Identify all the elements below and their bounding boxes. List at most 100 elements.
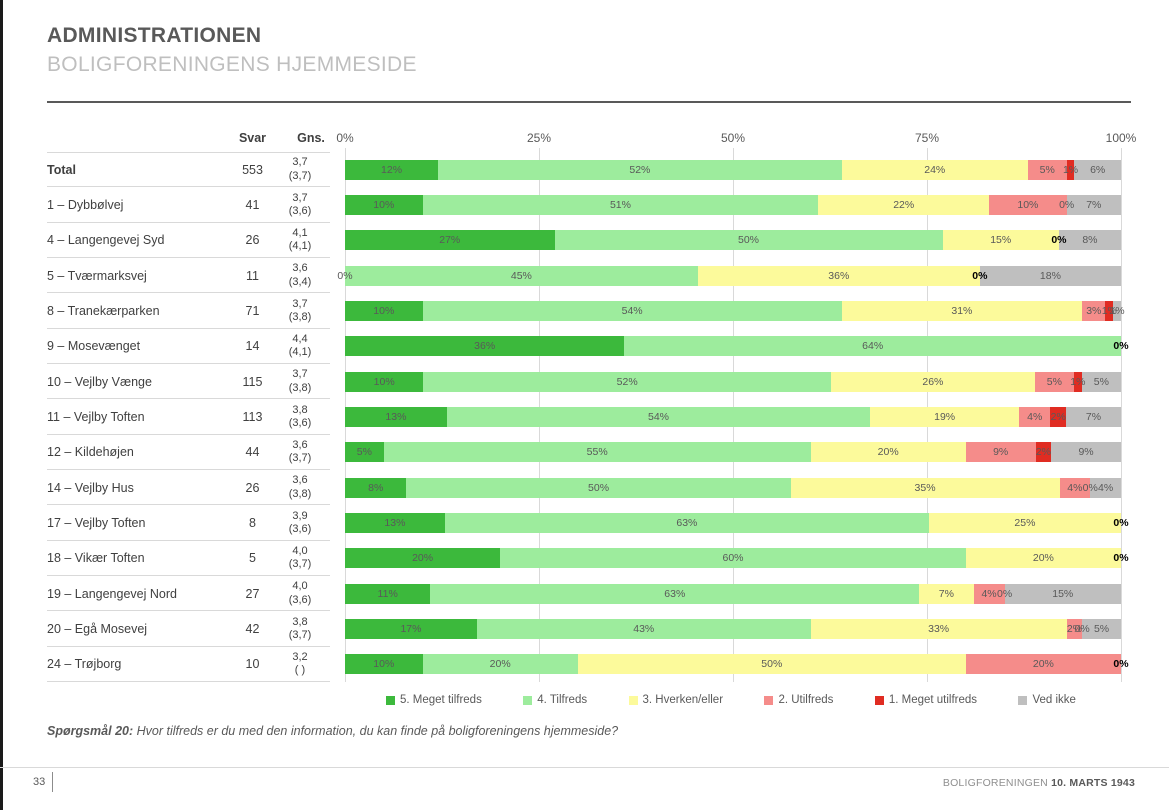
row-svar-count: 27 [245, 586, 260, 601]
row-label: 5 – Tværmarksvej [47, 268, 147, 283]
legend-label: Ved ikke [1032, 694, 1076, 706]
bar-segment-label: 2% [1035, 446, 1051, 459]
bar-segment-label: 5% [356, 446, 372, 459]
stacked-bar: 13% 54% 19% 4% 2% 7% [345, 406, 1121, 427]
bar-segment-label: 7% [1085, 410, 1102, 423]
bar-segment-label: 20% [877, 446, 899, 459]
page-subtitle: BOLIGFORENINGENS HJEMMESIDE [47, 53, 417, 76]
bar-segment-label: 4% [981, 587, 997, 600]
bar-segment-s2: 10% [989, 194, 1067, 215]
row-bar-area: 10% 20% 50% 20% 0% [345, 654, 1129, 675]
bar-segment-dk: 5% [1081, 371, 1121, 392]
stacked-bar: 20% 60% 20% 0% [345, 548, 1129, 569]
table-row: 19 – Langengevej Nord 27 4,0 (3,6) 11% 63% 7% 4… [47, 576, 1121, 612]
bar-segment-label: 0% [1113, 552, 1129, 565]
question-prefix: Spørgsmål 20: [47, 724, 134, 738]
row-gns-average: 3,8 (3,7) [288, 615, 312, 641]
row-svar-count: 8 [249, 515, 256, 530]
bar-segment-label: 5% [1093, 622, 1110, 635]
row-gns-average: 3,8 (3,6) [288, 403, 312, 429]
bar-segment-label: 2% [1066, 622, 1082, 635]
row-gns-average: 3,6 (3,8) [288, 474, 312, 500]
bar-segment-dk: 18% [979, 265, 1121, 286]
bar-segment-label: 6% [1090, 163, 1106, 176]
bar-segment-s5: 10% [345, 654, 423, 675]
stacked-bar: 13% 63% 25% 0% [345, 512, 1129, 533]
bar-segment-label: 4% [1098, 481, 1114, 494]
column-header-svar: Svar [238, 131, 267, 145]
axis-tick-label: 100% [1105, 131, 1137, 145]
bar-segment-s5: 10% [345, 371, 424, 392]
row-svar-count: 42 [245, 621, 260, 636]
bar-segment-label: 54% [621, 304, 643, 317]
bar-segment-dk: 1% [1109, 300, 1125, 321]
bar-segment-label: 31% [951, 304, 973, 317]
bar-segment-s4: 52% [423, 371, 831, 392]
row-gns-average: 4,1 (4,1) [288, 227, 312, 253]
axis-tick-label: 25% [526, 131, 552, 145]
bar-segment-label: 60% [722, 552, 744, 565]
row-bar-area: 36% 64% 0% [345, 336, 1129, 357]
bar-segment-s2: 4% [1059, 477, 1091, 498]
bar-segment-s5: 13% [345, 406, 447, 427]
bar-segment-label: 50% [588, 481, 610, 494]
stacked-bar: 12% 52% 24% 5% 1% 6% [345, 159, 1121, 180]
bar-segment-label: 36% [828, 269, 850, 282]
bar-segment-label: 0% [1113, 658, 1129, 671]
bar-segment-s3: 35% [790, 477, 1060, 498]
stacked-bar: 11% 63% 7% 4% 0% 15% [345, 583, 1121, 604]
bar-segment-dk: 9% [1051, 442, 1121, 463]
bar-segment-dk: 4% [1090, 477, 1121, 498]
bar-segment-label: 1% [1101, 304, 1117, 317]
bar-segment-label: 5% [1039, 163, 1055, 176]
bar-segment-s4: 45% [345, 265, 698, 286]
row-label: 24 – Trøjborg [47, 657, 122, 672]
bar-segment-label: 1% [1109, 304, 1125, 317]
column-header-gns: Gns. [297, 131, 325, 145]
bar-segment-label: 1% [1062, 163, 1079, 176]
legend-swatch-icon [628, 695, 638, 705]
bar-segment-label: 25% [1014, 516, 1036, 529]
legend-swatch-icon [1018, 695, 1028, 705]
row-label: 14 – Vejlby Hus [47, 480, 134, 495]
bar-segment-s4: 54% [446, 406, 871, 427]
stacked-bar: 36% 64% 0% [345, 336, 1129, 357]
bar-segment-label: 0% [1074, 622, 1090, 635]
bar-segment-label: 13% [385, 410, 407, 423]
bar-segment-label: 35% [914, 481, 936, 494]
bar-segment-s4: 63% [430, 583, 920, 604]
bar-segment-s3: 15% [942, 230, 1059, 251]
row-svar-count: 14 [245, 339, 260, 354]
bar-segment-label: 54% [648, 410, 670, 423]
table-row: 18 – Vikær Toften 5 4,0 (3,7) 20% 60% 20% 0% [47, 541, 1129, 577]
stacked-bar: 8% 50% 35% 4% 0% 4% [345, 477, 1121, 498]
row-label: 8 – Tranekærparken [47, 303, 160, 318]
row-gns-average: 4,0 (3,6) [288, 580, 312, 606]
bar-segment-label: 36% [474, 340, 496, 353]
bar-segment-s3: 25% [928, 512, 1121, 533]
legend-swatch-icon [523, 695, 533, 705]
bar-segment-s3: 24% [841, 159, 1028, 180]
bar-segment-s5: 5% [345, 442, 384, 463]
bar-segment-s4: 20% [422, 654, 578, 675]
bar-segment-label: 64% [862, 340, 884, 353]
bar-segment-label: 12% [381, 163, 403, 176]
bar-segment-label: 24% [924, 163, 946, 176]
bar-segment-label: 50% [738, 234, 760, 247]
row-bar-area: 10% 51% 22% 10% 0% 7% [345, 194, 1121, 215]
bar-segment-s4: 60% [500, 548, 966, 569]
bar-segment-label: 8% [1082, 234, 1098, 247]
row-label: 1 – Dybbølvej [47, 197, 124, 212]
bar-segment-label: 26% [922, 375, 944, 388]
bar-segment-s4: 64% [624, 336, 1121, 357]
bar-segment-s1: 1% [1063, 159, 1078, 180]
question-text: Hvor tilfreds er du med den information,… [133, 724, 619, 738]
bar-segment-s5: 11% [345, 583, 431, 604]
row-gns-average: 3,7 (3,7) [288, 156, 312, 182]
bar-segment-s3: 20% [965, 548, 1121, 569]
row-gns-average: 4,4 (4,1) [288, 333, 312, 359]
bar-segment-s3: 19% [870, 406, 1020, 427]
row-svar-count: 11 [246, 268, 259, 283]
bar-segment-s2: 3% [1082, 300, 1106, 321]
gridline [1120, 148, 1122, 682]
